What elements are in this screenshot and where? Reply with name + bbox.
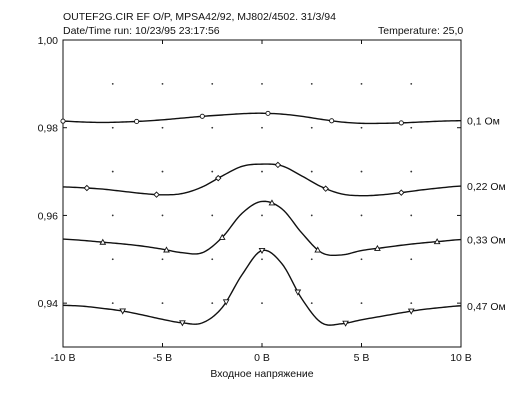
point-marker <box>407 308 415 315</box>
point-marker <box>179 320 186 327</box>
grid-dot <box>211 258 214 261</box>
grid-dot <box>111 302 114 305</box>
grid-dot <box>161 214 164 217</box>
point-marker <box>214 174 222 182</box>
series-label: 0,22 Ом <box>467 181 506 193</box>
point-marker <box>268 199 276 206</box>
grid-dot <box>360 302 363 305</box>
y-tick-label: 0,94 <box>38 298 59 310</box>
grid-dot <box>211 82 214 85</box>
point-marker <box>163 246 170 253</box>
point-marker <box>398 189 405 196</box>
grid-dot <box>410 170 413 173</box>
y-tick-label: 1,00 <box>38 35 59 47</box>
point-marker <box>258 247 266 255</box>
grid-dot <box>161 258 164 261</box>
grid-dot <box>211 214 214 217</box>
x-tick-label: 0 В <box>254 352 270 364</box>
plot-grid <box>111 82 413 305</box>
grid-dot <box>410 82 413 85</box>
grid-dot <box>111 170 114 173</box>
point-marker <box>218 233 226 240</box>
grid-dot <box>261 126 263 129</box>
grid-dot <box>211 302 214 305</box>
grid-dot <box>360 170 363 173</box>
x-axis-label: Входное напряжение <box>210 368 313 380</box>
grid-dot <box>310 214 313 217</box>
grid-dot <box>310 82 313 85</box>
grid-dot <box>261 170 263 173</box>
point-marker <box>329 118 335 124</box>
grid-dot <box>111 82 114 85</box>
axis-ticks <box>62 39 462 347</box>
point-marker <box>153 191 160 198</box>
point-marker <box>342 320 349 327</box>
point-marker <box>294 289 302 296</box>
series-label: 0,47 Ом <box>467 301 506 313</box>
point-marker <box>83 184 91 192</box>
grid-dot <box>111 258 114 261</box>
grid-dot <box>261 258 263 261</box>
grid-dot <box>261 302 263 305</box>
point-marker <box>134 118 140 124</box>
point-marker <box>222 299 230 306</box>
x-tick-label: -5 В <box>153 352 172 364</box>
grid-dot <box>310 126 313 129</box>
point-marker <box>60 118 66 124</box>
point-marker <box>433 238 441 245</box>
date-time-line: Date/Time run: 10/23/95 23:17:56 <box>63 25 220 37</box>
grid-dot <box>410 126 413 129</box>
x-tick-label: 5 В <box>354 352 370 364</box>
grid-dot <box>310 170 313 173</box>
grid-dot <box>211 126 214 129</box>
point-marker <box>265 110 271 116</box>
grid-dot <box>360 82 363 85</box>
y-tick-label: 0,96 <box>38 210 59 222</box>
x-tick-label: -10 В <box>50 352 75 364</box>
series-label: 0,1 Ом <box>467 116 500 128</box>
grid-dot <box>161 302 164 305</box>
grid-dot <box>410 258 413 261</box>
point-marker <box>99 238 107 245</box>
grid-dot <box>310 258 313 261</box>
point-marker <box>274 161 282 169</box>
grid-dot <box>410 214 413 217</box>
grid-dot <box>360 126 363 129</box>
grid-dot <box>360 258 363 261</box>
grid-dot <box>261 214 263 217</box>
series-label: 0,33 Ом <box>467 235 506 247</box>
series-markers <box>60 110 441 327</box>
temperature-label: Temperature: 25,0 <box>378 25 464 37</box>
point-marker <box>314 246 322 253</box>
series-line <box>62 112 462 125</box>
grid-dot <box>360 214 363 217</box>
grid-dot <box>211 170 214 173</box>
file-info-line: OUTEF2G.CIR EF O/P, MPSA42/92, MJ802/450… <box>63 11 336 23</box>
series-line <box>62 163 462 197</box>
grid-dot <box>111 214 114 217</box>
grid-dot <box>161 126 164 129</box>
axis-labels: -10 В -5 В 0 В 5 В 10 В 0,94 0,96 0,98 1,00 Входн… <box>38 35 506 380</box>
point-marker <box>398 120 404 126</box>
point-marker <box>199 113 205 119</box>
grid-dot <box>161 170 164 173</box>
point-marker <box>322 185 329 192</box>
series-lines <box>62 112 462 326</box>
grid-dot <box>111 126 114 129</box>
grid-dot <box>261 82 263 85</box>
series-line <box>62 200 462 257</box>
grid-dot <box>161 82 164 85</box>
grid-dot <box>310 302 313 305</box>
y-tick-label: 0,98 <box>38 123 59 135</box>
x-tick-label: 10 В <box>450 352 472 364</box>
point-marker <box>119 308 127 315</box>
point-marker <box>374 244 381 251</box>
grid-dot <box>410 302 413 305</box>
